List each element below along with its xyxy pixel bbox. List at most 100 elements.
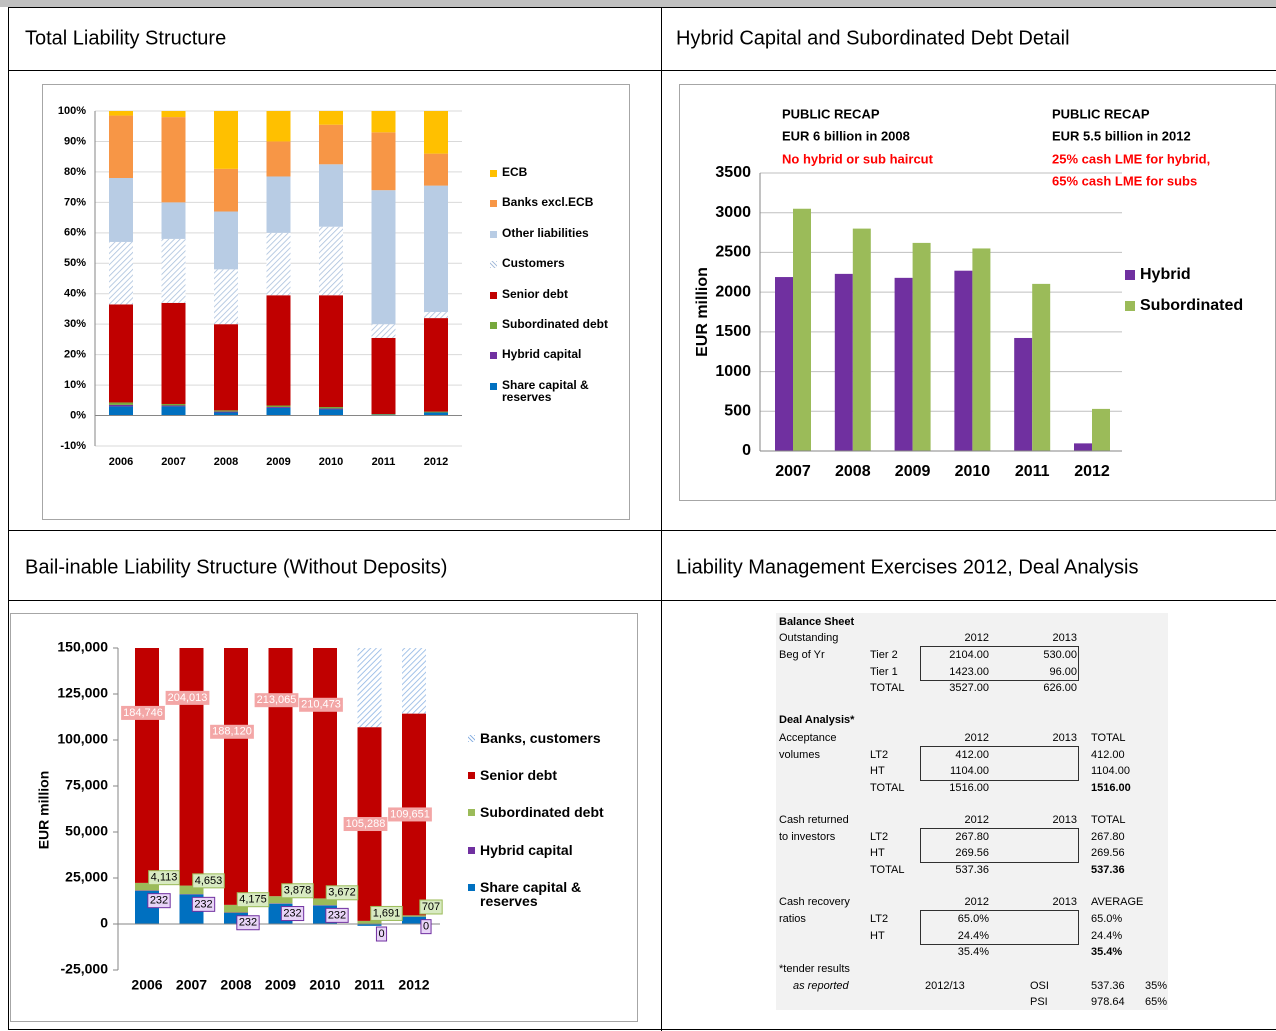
- bar-segment: [319, 295, 343, 408]
- bar-segment: [109, 404, 133, 407]
- table-cell: 2013: [1053, 632, 1077, 644]
- y-tick-label: 75,000: [65, 777, 108, 793]
- legend-swatch: [490, 230, 497, 238]
- y-tick-label: 40%: [64, 288, 86, 300]
- bar-segment: [161, 111, 186, 118]
- legend-item: Senior debt: [490, 287, 624, 301]
- data-label-box: [236, 892, 270, 908]
- bar-segment: [266, 141, 291, 177]
- x-tick-label: 2011: [1015, 463, 1050, 480]
- x-tick-label: 2012: [1074, 463, 1110, 480]
- x-tick-label: 2010: [319, 456, 343, 468]
- legend-item: Banks, customers: [468, 731, 618, 746]
- table-cell: 269.56: [955, 847, 989, 859]
- data-label: 184,746: [123, 707, 163, 719]
- bar: [972, 248, 991, 451]
- annotation: PUBLIC RECAP: [782, 106, 880, 121]
- table-cell: LT2: [870, 831, 888, 843]
- table-cell: *tender results: [779, 963, 850, 975]
- table-cell: 537.36: [1091, 864, 1125, 876]
- bar-segment: [161, 117, 186, 203]
- x-tick-label: 2007: [775, 463, 811, 480]
- data-label: 232: [328, 909, 346, 921]
- data-label-box: [192, 873, 225, 889]
- bar-segment: [424, 185, 448, 312]
- legend-swatch: [468, 846, 475, 854]
- table-cell: HT: [870, 930, 885, 942]
- bar: [1092, 408, 1110, 451]
- bar-segment: [214, 412, 238, 416]
- table-cell: TOTAL: [1091, 814, 1125, 826]
- table-cell: 2012/13: [925, 980, 965, 992]
- legend-swatch: [468, 735, 475, 742]
- bar-segment: [319, 407, 343, 409]
- bar-segment: [214, 111, 238, 169]
- y-tick-label: -25,000: [61, 961, 109, 977]
- annotation: 25% cash LME for hybrid,: [1052, 151, 1210, 166]
- data-label-box: [280, 906, 305, 922]
- bar-segment: [179, 885, 204, 895]
- legend-label: ECB: [502, 165, 528, 179]
- bar-segment: [161, 238, 186, 303]
- bar-segment: [109, 406, 133, 416]
- y-tick-label: 20%: [64, 349, 86, 361]
- table-cell: Beg of Yr: [779, 649, 825, 661]
- data-label-box: [370, 905, 403, 921]
- legend-swatch: [490, 382, 497, 390]
- table-cell: 2013: [1053, 896, 1077, 908]
- table-cell: Tier 1: [870, 666, 898, 678]
- legend-label: Senior debt: [480, 767, 558, 784]
- data-label: 1,691: [373, 907, 401, 919]
- table-cell: as reported: [793, 980, 850, 992]
- legend-item: Banks excl.ECB: [490, 196, 624, 209]
- y-tick-label: 0: [742, 442, 751, 459]
- legend-item: Subordinated debt: [490, 318, 624, 331]
- data-label: 210,473: [301, 699, 341, 711]
- y-tick-label: 100%: [58, 105, 86, 117]
- bar-segment: [214, 410, 238, 412]
- table-cell: 24.4%: [958, 930, 989, 942]
- table-cell: LT2: [870, 913, 888, 925]
- bar: [793, 208, 811, 451]
- data-label-box: [210, 724, 254, 739]
- bar-segment: [268, 648, 293, 897]
- legend-label: Other liabilities: [502, 225, 589, 240]
- table-cell: 1104.00: [1091, 765, 1130, 777]
- bar: [1014, 337, 1033, 451]
- bar-segment: [313, 898, 337, 906]
- data-label-box: [299, 697, 343, 712]
- data-label: 105,288: [346, 818, 386, 830]
- x-tick-label: 2007: [176, 977, 207, 993]
- bar-segment: [161, 406, 186, 416]
- table-cell: 537.36: [1091, 980, 1125, 992]
- x-tick-label: 2006: [109, 456, 133, 468]
- table-cell: 1104.00: [950, 765, 989, 777]
- x-tick-label: 2008: [835, 463, 871, 480]
- legend-swatch: [468, 809, 475, 817]
- legend-label: Banks, customers: [480, 730, 601, 746]
- data-label-box: [147, 893, 171, 909]
- y-tick-label: 0: [100, 915, 108, 931]
- legend-label: Hybrid capital: [480, 841, 573, 858]
- bar-segment: [357, 648, 382, 728]
- data-label-box: [343, 817, 388, 832]
- bar: [852, 228, 871, 451]
- panel-title: Hybrid Capital and Subordinated Debt Det…: [676, 27, 1070, 49]
- y-tick-label: 25,000: [65, 869, 108, 885]
- data-label-box: [325, 907, 349, 923]
- top-bar: [0, 0, 1276, 7]
- table-box: [920, 910, 1079, 945]
- bar-segment: [371, 414, 396, 415]
- table-cell: 3527.00: [949, 682, 989, 694]
- legend-item: Share capital & reserves: [490, 378, 624, 404]
- table-cell: Cash recovery: [779, 896, 850, 908]
- legend-label: Hybrid capital: [502, 347, 582, 362]
- data-label-box: [281, 883, 314, 899]
- bar-segment: [161, 405, 186, 407]
- bar: [834, 273, 853, 451]
- legend-swatch: [468, 772, 475, 780]
- data-label: 707: [422, 901, 440, 913]
- data-label-box: [254, 693, 299, 708]
- bar-segment: [424, 318, 448, 412]
- table-cell: 2012: [965, 732, 989, 744]
